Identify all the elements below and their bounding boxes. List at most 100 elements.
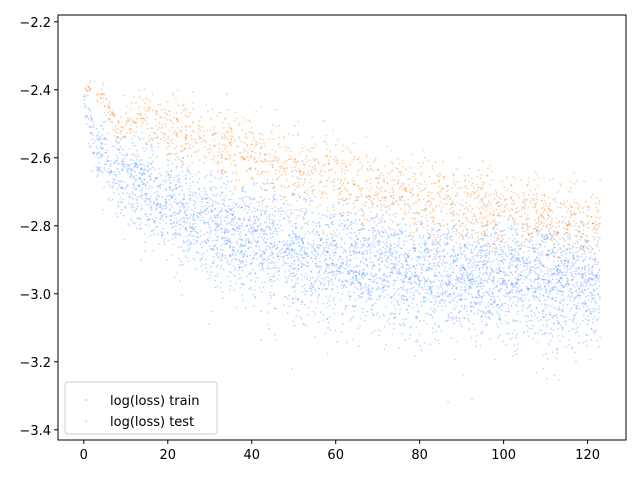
data-point <box>345 263 348 265</box>
data-point <box>367 289 370 291</box>
data-point <box>496 224 499 226</box>
data-point <box>339 267 341 269</box>
data-point <box>368 292 371 294</box>
data-point <box>200 265 203 268</box>
data-point <box>528 246 531 249</box>
data-point <box>313 250 316 253</box>
data-point <box>483 259 486 262</box>
data-point <box>267 267 270 270</box>
data-point <box>479 254 482 256</box>
data-point <box>257 264 260 267</box>
data-point <box>329 328 331 331</box>
data-point <box>499 270 502 273</box>
data-point <box>574 242 577 245</box>
data-point <box>416 230 418 232</box>
data-point <box>465 234 468 237</box>
data-point <box>585 309 588 311</box>
data-point <box>147 165 149 168</box>
data-point <box>283 210 286 213</box>
data-point <box>146 198 149 201</box>
data-point <box>309 200 311 203</box>
data-point <box>445 283 447 286</box>
data-point <box>212 248 215 251</box>
data-point <box>511 284 514 286</box>
data-point <box>593 294 596 297</box>
data-point <box>533 287 536 290</box>
data-point <box>324 270 327 273</box>
data-point <box>141 168 144 171</box>
data-point <box>350 232 353 235</box>
data-point <box>406 253 409 256</box>
data-point <box>426 279 429 282</box>
data-point <box>331 274 334 277</box>
data-point <box>189 178 191 180</box>
data-point <box>146 219 149 222</box>
data-point <box>236 227 239 230</box>
data-point <box>410 325 413 328</box>
data-point <box>135 149 138 152</box>
data-point <box>587 209 590 211</box>
data-point <box>433 303 436 306</box>
data-point <box>188 190 191 193</box>
data-point <box>243 244 246 247</box>
data-point <box>330 280 333 283</box>
data-point <box>564 260 566 262</box>
data-point <box>305 211 307 214</box>
data-point <box>391 253 394 255</box>
data-point <box>465 298 468 301</box>
data-point <box>347 271 350 274</box>
data-point <box>498 268 501 270</box>
data-point <box>511 255 514 258</box>
data-point <box>270 284 273 287</box>
data-point <box>456 286 458 288</box>
data-point <box>333 215 336 218</box>
data-point <box>462 266 465 269</box>
data-point <box>268 218 271 221</box>
data-point <box>470 336 473 339</box>
data-point <box>574 296 577 298</box>
data-point <box>479 281 481 284</box>
data-point <box>505 282 507 285</box>
data-point <box>294 290 296 293</box>
data-point <box>152 160 154 163</box>
data-point <box>341 312 344 315</box>
data-point <box>293 268 296 271</box>
data-point <box>557 378 560 381</box>
data-point <box>360 286 363 289</box>
data-point <box>179 224 182 226</box>
data-point <box>534 259 536 262</box>
data-point <box>498 266 501 268</box>
data-point <box>545 278 547 281</box>
data-point <box>220 186 223 189</box>
data-point <box>452 230 454 233</box>
data-point <box>437 246 440 249</box>
data-point <box>315 230 318 233</box>
data-point <box>458 320 461 322</box>
data-point <box>220 223 222 226</box>
data-point <box>103 164 106 166</box>
data-point <box>311 253 314 255</box>
data-point <box>107 160 110 163</box>
data-point <box>524 299 526 301</box>
data-point <box>220 248 223 251</box>
data-point <box>477 292 480 295</box>
data-point <box>253 216 256 219</box>
data-point <box>284 276 286 278</box>
data-point <box>127 202 130 205</box>
data-point <box>379 199 382 202</box>
data-point <box>406 255 409 258</box>
data-point <box>398 254 401 257</box>
data-point <box>536 234 538 237</box>
data-point <box>381 231 384 234</box>
data-point <box>336 188 339 191</box>
data-point <box>161 233 164 236</box>
data-point <box>573 316 575 319</box>
data-point <box>427 269 430 272</box>
data-point <box>285 296 288 298</box>
data-point <box>336 270 338 273</box>
data-point <box>160 203 163 206</box>
data-point <box>97 174 99 177</box>
data-point <box>564 265 567 268</box>
data-point <box>427 277 430 280</box>
data-point <box>426 220 429 222</box>
